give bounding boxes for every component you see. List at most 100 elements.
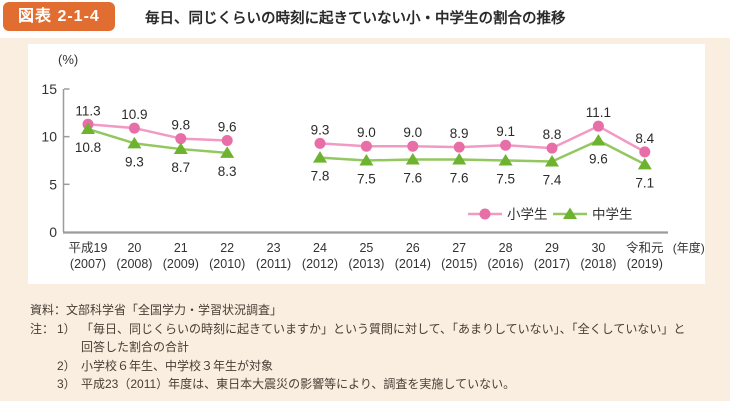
data-point-label: 9.6 [589, 151, 608, 166]
x-axis-era-label: 26 [406, 241, 420, 255]
data-point-label: 9.1 [496, 124, 515, 139]
data-point-marker [546, 142, 558, 154]
figure-footnotes: 資料：文部科学省「全国学力・学習状況調査」 注： 1） 「毎日、同じくらいの時刻… [30, 301, 730, 394]
x-axis-era-label: 令和元 [626, 240, 664, 255]
data-point-label: 7.8 [311, 169, 330, 184]
data-point-label: 9.3 [125, 154, 144, 169]
data-point-label: 7.1 [635, 175, 654, 190]
series-line [319, 124, 646, 154]
figure-title: 毎日、同じくらいの時刻に起きていない小・中学生の割合の推移 [145, 11, 566, 27]
x-axis-year-label: (2009) [163, 257, 199, 271]
x-axis-era-label: 平成19 [69, 241, 108, 255]
data-point-marker [407, 140, 419, 152]
series-line [87, 127, 228, 155]
x-axis-year-label: (2010) [209, 257, 245, 271]
data-point-label: 8.7 [171, 160, 190, 175]
data-point-marker [545, 154, 559, 167]
data-point-marker [81, 122, 95, 135]
data-point-marker [639, 146, 651, 158]
data-point-label: 7.4 [543, 172, 562, 187]
x-axis-year-label: (2017) [534, 257, 570, 271]
data-point-label: 7.5 [496, 172, 515, 187]
note-number: 3） [57, 377, 76, 392]
y-axis-tick-label: 5 [49, 176, 57, 192]
x-axis-era-label: 28 [499, 241, 513, 255]
y-axis-unit-label: (%) [58, 52, 78, 67]
figure-number-badge: 図表 2-1-4 [3, 2, 115, 31]
series-中学生: 10.8 9.3 8.7 8.3 7.8 7.5 7.6 7.6 7.5 7.4 9.6 7.1 [75, 122, 654, 190]
x-axis-era-label: 24 [313, 241, 327, 255]
x-axis-year-label: (2008) [116, 257, 152, 271]
data-point-marker [637, 157, 652, 170]
data-point-label: 9.6 [218, 119, 237, 134]
x-axis-year-label: (2016) [488, 257, 524, 271]
data-point-marker [500, 139, 512, 151]
note-text: 「毎日、同じくらいの時刻に起きていますか」という質問に対して、「あまりしていない… [81, 321, 686, 355]
data-point-label: 7.6 [403, 171, 422, 186]
data-point-marker [220, 146, 235, 158]
data-point-marker [592, 120, 604, 132]
legend-marker [479, 208, 491, 220]
data-point-marker [221, 134, 233, 146]
data-point-label: 11.3 [75, 103, 100, 118]
x-axis-year-label: (2019) [627, 257, 663, 271]
x-axis-era-label: 23 [267, 241, 281, 255]
x-axis-year-label: (2014) [395, 257, 431, 271]
data-point-marker [313, 151, 327, 163]
chart-legend: 小学生 中学生 [468, 207, 633, 222]
note-text: 小学校６年生、中学校３年生が対象 [81, 358, 274, 373]
note-prefix: 注： [30, 321, 55, 336]
x-axis-era-label: 30 [591, 241, 605, 255]
data-point-marker [127, 136, 142, 149]
y-axis-tick-label: 15 [41, 81, 57, 97]
data-point-label: 11.1 [586, 105, 611, 120]
data-point-marker [360, 140, 372, 152]
note-row: 3） 平成23（2011）年度は、東日本大震災の影響等により、調査を実施していな… [30, 375, 730, 394]
note-number: 1） [57, 321, 76, 336]
data-point-marker [175, 133, 187, 145]
x-axis-era-label: 22 [220, 241, 234, 255]
figure-header: 図表 2-1-4 毎日、同じくらいの時刻に起きていない小・中学生の割合の推移 [0, 0, 730, 38]
data-point-label: 7.5 [357, 172, 376, 187]
x-axis-unit-label: (年度) [673, 240, 705, 255]
data-point-marker [498, 154, 513, 166]
data-point-marker [591, 133, 606, 146]
x-axis-era-label: 20 [127, 241, 141, 255]
data-point-label: 10.8 [75, 140, 101, 155]
chart-panel: (%) 0 5 10 15 平成19 (2007) 20 (2008) 21 (2009) 22 (20… [28, 44, 705, 284]
data-point-label: 7.6 [450, 171, 469, 186]
data-point-label: 8.4 [635, 131, 654, 146]
note-row: 2） 小学校６年生、中学校３年生が対象 [30, 357, 730, 376]
data-point-marker [128, 122, 140, 134]
legend-label: 小学生 [507, 207, 548, 222]
x-axis-era-label: 29 [545, 241, 559, 255]
data-point-marker [314, 137, 326, 149]
x-axis-era-label: 25 [359, 241, 373, 255]
series-line [319, 139, 646, 166]
y-axis-tick-label: 0 [49, 224, 57, 240]
x-axis-era-label: 21 [174, 241, 188, 255]
source-line: 資料：文部科学省「全国学力・学習状況調査」 [30, 303, 283, 317]
series-小学生: 11.3 10.9 9.8 9.6 9.3 9.0 9.0 8.9 9.1 8.8 11.1 8.4 [75, 103, 655, 158]
data-point-marker [173, 142, 188, 155]
x-axis-year-label: (2012) [302, 257, 338, 271]
note-number: 2） [57, 358, 76, 373]
note-text: 平成23（2011）年度は、東日本大震災の影響等により、調査を実施していない。 [81, 377, 516, 392]
x-axis-year-label: (2011) [256, 257, 291, 271]
series-line [87, 123, 228, 142]
x-axis-year-label: (2015) [441, 257, 477, 271]
x-axis-year-label: (2018) [580, 257, 616, 271]
data-point-label: 10.9 [121, 107, 147, 122]
data-point-label: 9.0 [357, 125, 376, 140]
data-point-label: 9.0 [403, 125, 422, 140]
data-point-label: 8.3 [218, 164, 237, 179]
data-point-label: 8.8 [543, 127, 562, 142]
legend-marker [563, 207, 577, 219]
data-point-marker [452, 153, 467, 165]
trend-line-chart: (%) 0 5 10 15 平成19 (2007) 20 (2008) 21 (2009) 22 (20… [41, 52, 705, 271]
data-point-label: 9.8 [171, 118, 190, 133]
data-point-marker [405, 153, 420, 165]
y-axis-tick-label: 10 [41, 129, 57, 145]
x-axis-era-label: 27 [452, 241, 466, 255]
data-point-label: 9.3 [311, 122, 330, 137]
